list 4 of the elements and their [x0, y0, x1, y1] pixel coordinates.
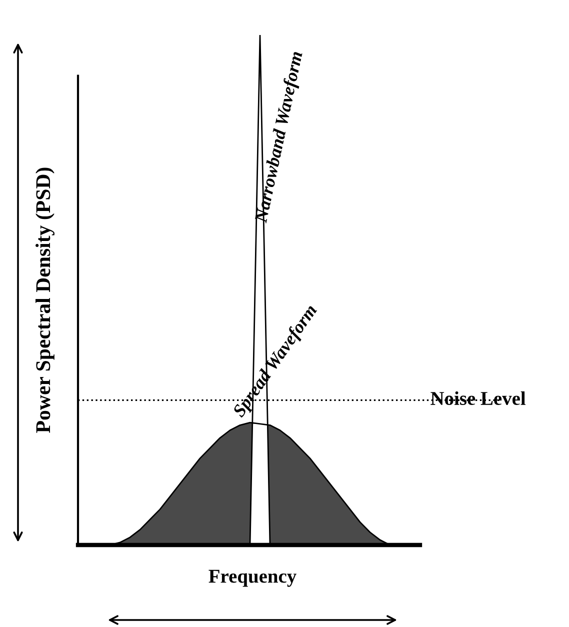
x-axis-title: Frequency: [208, 570, 296, 587]
annotation: Narrowband Waveform: [254, 50, 306, 224]
y-axis-title: Power Spectral Density (PSD): [36, 168, 54, 433]
ref-line-label: Noise Level: [430, 391, 526, 406]
